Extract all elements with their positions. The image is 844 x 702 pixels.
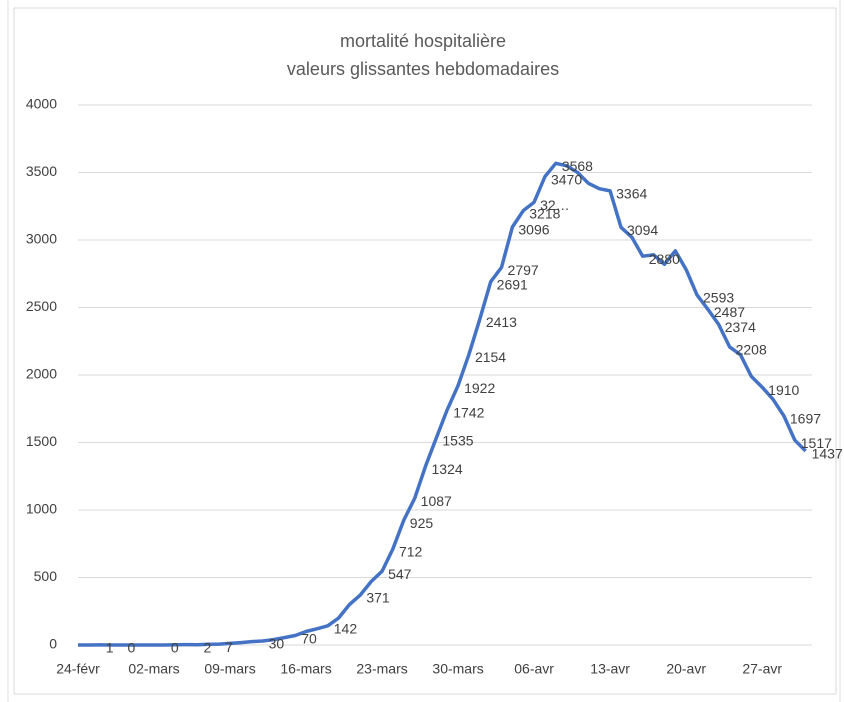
data-label: 2374 [725, 319, 756, 335]
y-tick-label: 1000 [26, 501, 57, 517]
data-label: 1910 [768, 382, 799, 398]
data-label: 1437 [812, 446, 843, 462]
y-tick-label: 3000 [26, 231, 57, 247]
data-label: 925 [410, 515, 434, 531]
y-tick-label: 4000 [26, 96, 57, 112]
data-label: 1535 [442, 432, 473, 448]
y-tick-label: 1500 [26, 433, 57, 449]
x-tick-label: 20-avr [666, 661, 706, 677]
data-label: 3470 [551, 171, 582, 187]
x-tick-label: 13-avr [590, 661, 630, 677]
y-tick-label: 3500 [26, 163, 57, 179]
data-label: 2880 [649, 251, 680, 267]
data-label: 70 [301, 630, 317, 646]
data-label: 3094 [627, 222, 658, 238]
x-tick-label: 09-mars [204, 661, 255, 677]
x-tick-label: 06-avr [514, 661, 554, 677]
data-label: 7 [225, 639, 233, 655]
x-tick-label: 02-mars [128, 661, 179, 677]
data-label: 2413 [486, 314, 517, 330]
data-label: 0 [171, 640, 179, 656]
data-label: 3364 [616, 186, 647, 202]
data-label: 2691 [497, 276, 528, 292]
y-tick-label: 500 [34, 568, 58, 584]
x-tick-label: 16-mars [280, 661, 331, 677]
data-label: 2487 [714, 304, 745, 320]
data-label: 2593 [703, 290, 734, 306]
chart-title: mortalité hospitalière [340, 31, 506, 51]
data-label: 712 [399, 544, 423, 560]
y-tick-label: 0 [49, 636, 57, 652]
chart-subtitle: valeurs glissantes hebdomadaires [287, 59, 559, 79]
data-label: 1517 [801, 435, 832, 451]
data-label: 3218 [529, 205, 560, 221]
y-tick-label: 2500 [26, 298, 57, 314]
data-label: 2154 [475, 349, 506, 365]
data-label: 1087 [421, 493, 452, 509]
x-tick-label: 24-févr [56, 661, 100, 677]
data-label: 3568 [562, 158, 593, 174]
data-label: 1697 [790, 411, 821, 427]
data-label: 2208 [736, 342, 767, 358]
data-label: 2797 [508, 262, 539, 278]
data-label: 2 [203, 639, 211, 655]
data-label: 30 [269, 636, 285, 652]
y-tick-label: 2000 [26, 366, 57, 382]
x-tick-label: 23-mars [356, 661, 407, 677]
x-tick-label: 30-mars [432, 661, 483, 677]
data-label: 371 [366, 590, 390, 606]
data-label: 1324 [432, 461, 463, 477]
data-label: 1742 [453, 405, 484, 421]
data-label: 142 [334, 621, 358, 637]
data-label: 32… [540, 197, 570, 213]
x-tick-label: 27-avr [742, 661, 782, 677]
data-label: 0 [127, 640, 135, 656]
data-label: 3096 [518, 222, 549, 238]
data-label: 1 [106, 640, 114, 656]
data-line [78, 161, 807, 647]
chart-area [13, 7, 837, 695]
data-label: 547 [388, 566, 412, 582]
data-label: 1922 [464, 380, 495, 396]
